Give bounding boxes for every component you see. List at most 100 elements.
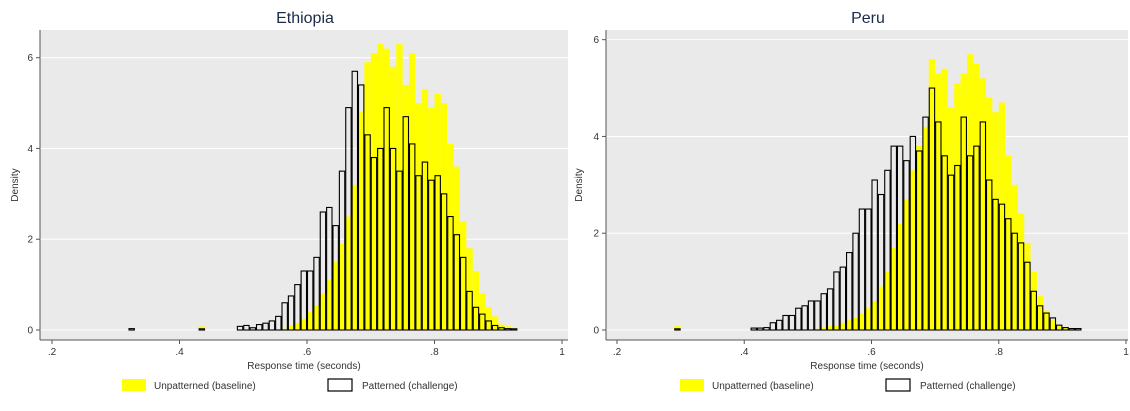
histogram-bar — [377, 147, 384, 331]
histogram-bar — [1011, 232, 1018, 331]
histogram-bar — [472, 271, 480, 330]
histogram-bar — [332, 225, 339, 331]
histogram-bar — [852, 317, 859, 330]
histogram-bar — [1017, 213, 1025, 330]
histogram-bar — [922, 126, 929, 330]
histogram-bar — [498, 327, 505, 331]
histogram-bar — [833, 325, 840, 330]
histogram-bar — [294, 323, 301, 330]
chart-panel-right: 0 2 4 6 .2 .4 .6 .8 1 Peru Response time (seconds)… — [574, 10, 1129, 392]
histogram-bar — [801, 305, 808, 331]
x-tick-label: .6 — [867, 347, 876, 358]
histogram-bar — [294, 284, 301, 331]
histogram-bar — [966, 155, 974, 331]
histogram-bar — [1036, 296, 1044, 330]
histogram-bar — [896, 223, 904, 330]
legend-swatch-unpatterned — [680, 379, 704, 391]
histogram-bar — [928, 87, 936, 331]
histogram-bar — [947, 107, 955, 330]
x-tick-label: .6 — [303, 347, 312, 358]
histogram-bar — [922, 116, 929, 331]
histogram-bar — [884, 169, 891, 331]
histogram-bar — [846, 320, 853, 330]
y-tick-label: 0 — [593, 326, 599, 337]
histogram-bar — [807, 300, 815, 331]
histogram-bar — [396, 44, 403, 330]
histogram-bar — [935, 73, 942, 330]
y-axis-label: Density — [10, 168, 21, 201]
y-tick-label: 0 — [27, 326, 33, 337]
histogram-bar — [1011, 184, 1018, 330]
histogram-bar — [985, 179, 993, 331]
histogram-bar — [338, 243, 346, 330]
histogram-bar — [1036, 305, 1044, 331]
histogram-bar — [510, 328, 518, 331]
y-tick-label: 2 — [27, 235, 33, 246]
histogram-bar — [396, 170, 403, 331]
histogram-bar — [884, 271, 891, 330]
x-tick-label: .4 — [175, 347, 184, 358]
histogram-bar — [402, 84, 409, 330]
histogram-bar — [1056, 325, 1063, 330]
histogram-bar — [255, 324, 263, 331]
histogram-bar — [941, 68, 948, 330]
histogram-bar — [769, 322, 777, 331]
histogram-bar — [326, 206, 333, 331]
y-tick-label: 4 — [593, 132, 599, 143]
chart-title: Peru — [851, 10, 885, 27]
histogram-bar — [421, 161, 429, 331]
series-patterned — [674, 87, 1082, 331]
histogram-bar — [370, 53, 378, 331]
y-tick-label: 6 — [27, 53, 33, 64]
histogram-bar — [313, 305, 320, 330]
histogram-bar — [440, 193, 448, 331]
histogram-bar — [351, 70, 359, 331]
x-tick-label: .8 — [430, 347, 439, 358]
histogram-bar — [434, 94, 441, 330]
histogram-bar — [408, 143, 416, 331]
histogram-bar — [409, 53, 416, 331]
histogram-bar — [909, 170, 917, 330]
histogram-bar — [903, 160, 910, 331]
histogram-bar — [915, 150, 923, 331]
histogram-bar — [479, 313, 486, 331]
histogram-bar — [826, 288, 834, 331]
histogram-bar — [428, 179, 435, 331]
histogram-bar — [954, 164, 961, 331]
y-tick-label: 6 — [593, 35, 599, 46]
histogram-bar — [389, 147, 397, 331]
histogram-bar — [377, 44, 384, 330]
histogram-bar — [890, 247, 897, 330]
histogram-bar — [491, 324, 499, 331]
histogram-bar — [839, 322, 847, 330]
histogram-bar — [1055, 324, 1063, 331]
histogram-bar — [300, 270, 308, 331]
series-unpatterned — [674, 54, 1076, 331]
histogram-bar — [877, 193, 885, 331]
histogram-bar — [1062, 327, 1069, 330]
histogram-bar — [839, 266, 847, 331]
histogram-bar — [916, 146, 923, 330]
histogram-bar — [1024, 261, 1031, 331]
histogram-bar — [814, 300, 821, 331]
histogram-bar — [491, 316, 499, 330]
histogram-bar — [966, 54, 974, 331]
histogram-bar — [364, 134, 371, 331]
histogram-bar — [332, 261, 339, 330]
histogram-bar — [440, 103, 448, 330]
legend-swatch-unpatterned — [122, 379, 146, 391]
histogram-bar — [275, 315, 282, 331]
histogram-bar — [338, 170, 346, 331]
histogram-bar — [858, 208, 866, 331]
y-tick-label: 2 — [593, 229, 599, 240]
histogram-bar — [871, 179, 878, 331]
histogram-bar — [865, 208, 872, 331]
histogram-bar — [402, 116, 410, 331]
histogram-bar — [281, 302, 288, 331]
histogram-bar — [960, 116, 967, 331]
legend: Unpatterned (baseline) Patterned (challen… — [122, 378, 458, 392]
histogram-bar — [313, 256, 320, 331]
x-axis-label: Response time (seconds) — [810, 361, 923, 372]
histogram-bar — [243, 324, 250, 331]
